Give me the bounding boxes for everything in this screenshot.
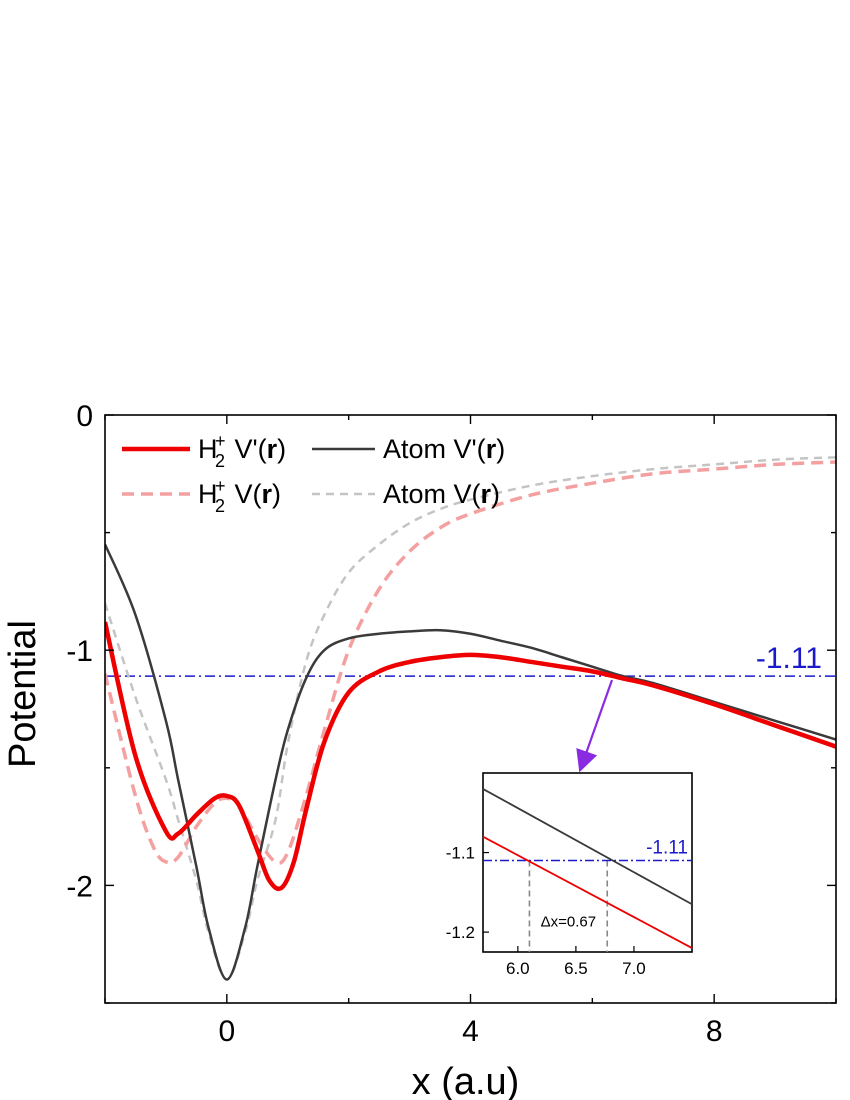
- inset-frame: [482, 772, 693, 953]
- reference-label: -1.11: [756, 642, 822, 675]
- series-line-atom_vprime: [105, 543, 836, 981]
- legend-label-bold: r: [262, 479, 273, 509]
- legend-item-h2_vprime: H+ 2 V'(r): [122, 431, 286, 471]
- inset-x-tick-label: 6.5: [564, 959, 588, 978]
- legend-label-close: ): [277, 434, 286, 464]
- legend-label-sub: 2: [215, 496, 225, 516]
- series-line-atom_v: [105, 456, 836, 981]
- x-tick-label: 0: [218, 1015, 235, 1048]
- legend-label-base: H: [198, 434, 218, 464]
- x-tick-label: 8: [706, 1015, 723, 1048]
- legend-label-text: V(: [227, 479, 262, 509]
- inset-y-tick-label: -1.2: [446, 923, 475, 942]
- legend-label-close: ): [491, 479, 500, 509]
- legend-label-text: V'(: [227, 434, 267, 464]
- inset-y-tick-label: -1.1: [446, 844, 475, 863]
- legend-item-atom_vprime: Atom V'(r): [312, 434, 505, 464]
- legend-label: H+ 2 V'(r): [198, 431, 286, 471]
- x-axis-title: x (a.u): [412, 1061, 520, 1100]
- plot-area: -1.11 0 4 8 0 -1 -2 x (a.u) Potential: [2, 400, 837, 1100]
- legend-label-sup: +: [215, 431, 226, 451]
- inset-chart: -1.11 Δx=0.67 6.0 6.5 7.0 -1.1 -1.2: [446, 772, 693, 978]
- legend-label-base: H: [198, 479, 218, 509]
- delta-x-annotation: Δx=0.67: [541, 914, 596, 931]
- legend-label-bold: r: [481, 479, 492, 509]
- legend-label-base: Atom V'(: [383, 434, 486, 464]
- series-group: [105, 456, 836, 981]
- legend-label-base: Atom V(: [383, 479, 481, 509]
- inset-pointer-arrow: [576, 679, 614, 773]
- y-tick-label: -1: [66, 635, 93, 668]
- legend-label: Atom V'(r): [383, 434, 505, 464]
- y-tick-label: -2: [66, 870, 93, 903]
- legend-label-bold: r: [267, 434, 278, 464]
- legend-item-atom_v: Atom V(r): [312, 479, 500, 509]
- legend-label-close: ): [272, 479, 281, 509]
- legend-label: Atom V(r): [383, 479, 500, 509]
- legend-label-sup: +: [215, 476, 226, 496]
- inset-reference-label: -1.11: [646, 838, 688, 859]
- legend-item-h2_v: H+ 2 V(r): [122, 476, 281, 516]
- inset-x-tick-label: 6.0: [506, 959, 530, 978]
- legend: H+ 2 V'(r) Atom V'(r)H+ 2 V(r) Atom V(r): [122, 431, 505, 516]
- inset-line-atom_vprime: [482, 788, 693, 906]
- y-tick-label: 0: [76, 400, 93, 433]
- x-tick-label: 4: [462, 1015, 479, 1048]
- y-axis-title: Potential: [2, 620, 44, 768]
- inset-line-h2_vprime: [482, 835, 693, 949]
- legend-label: H+ 2 V(r): [198, 476, 281, 516]
- inset-x-tick-label: 7.0: [622, 959, 646, 978]
- series-line-h2_v: [105, 460, 836, 865]
- series-line-h2_vprime: [105, 621, 836, 892]
- legend-label-close: ): [496, 434, 505, 464]
- legend-label-sub: 2: [215, 451, 225, 471]
- legend-label-bold: r: [486, 434, 497, 464]
